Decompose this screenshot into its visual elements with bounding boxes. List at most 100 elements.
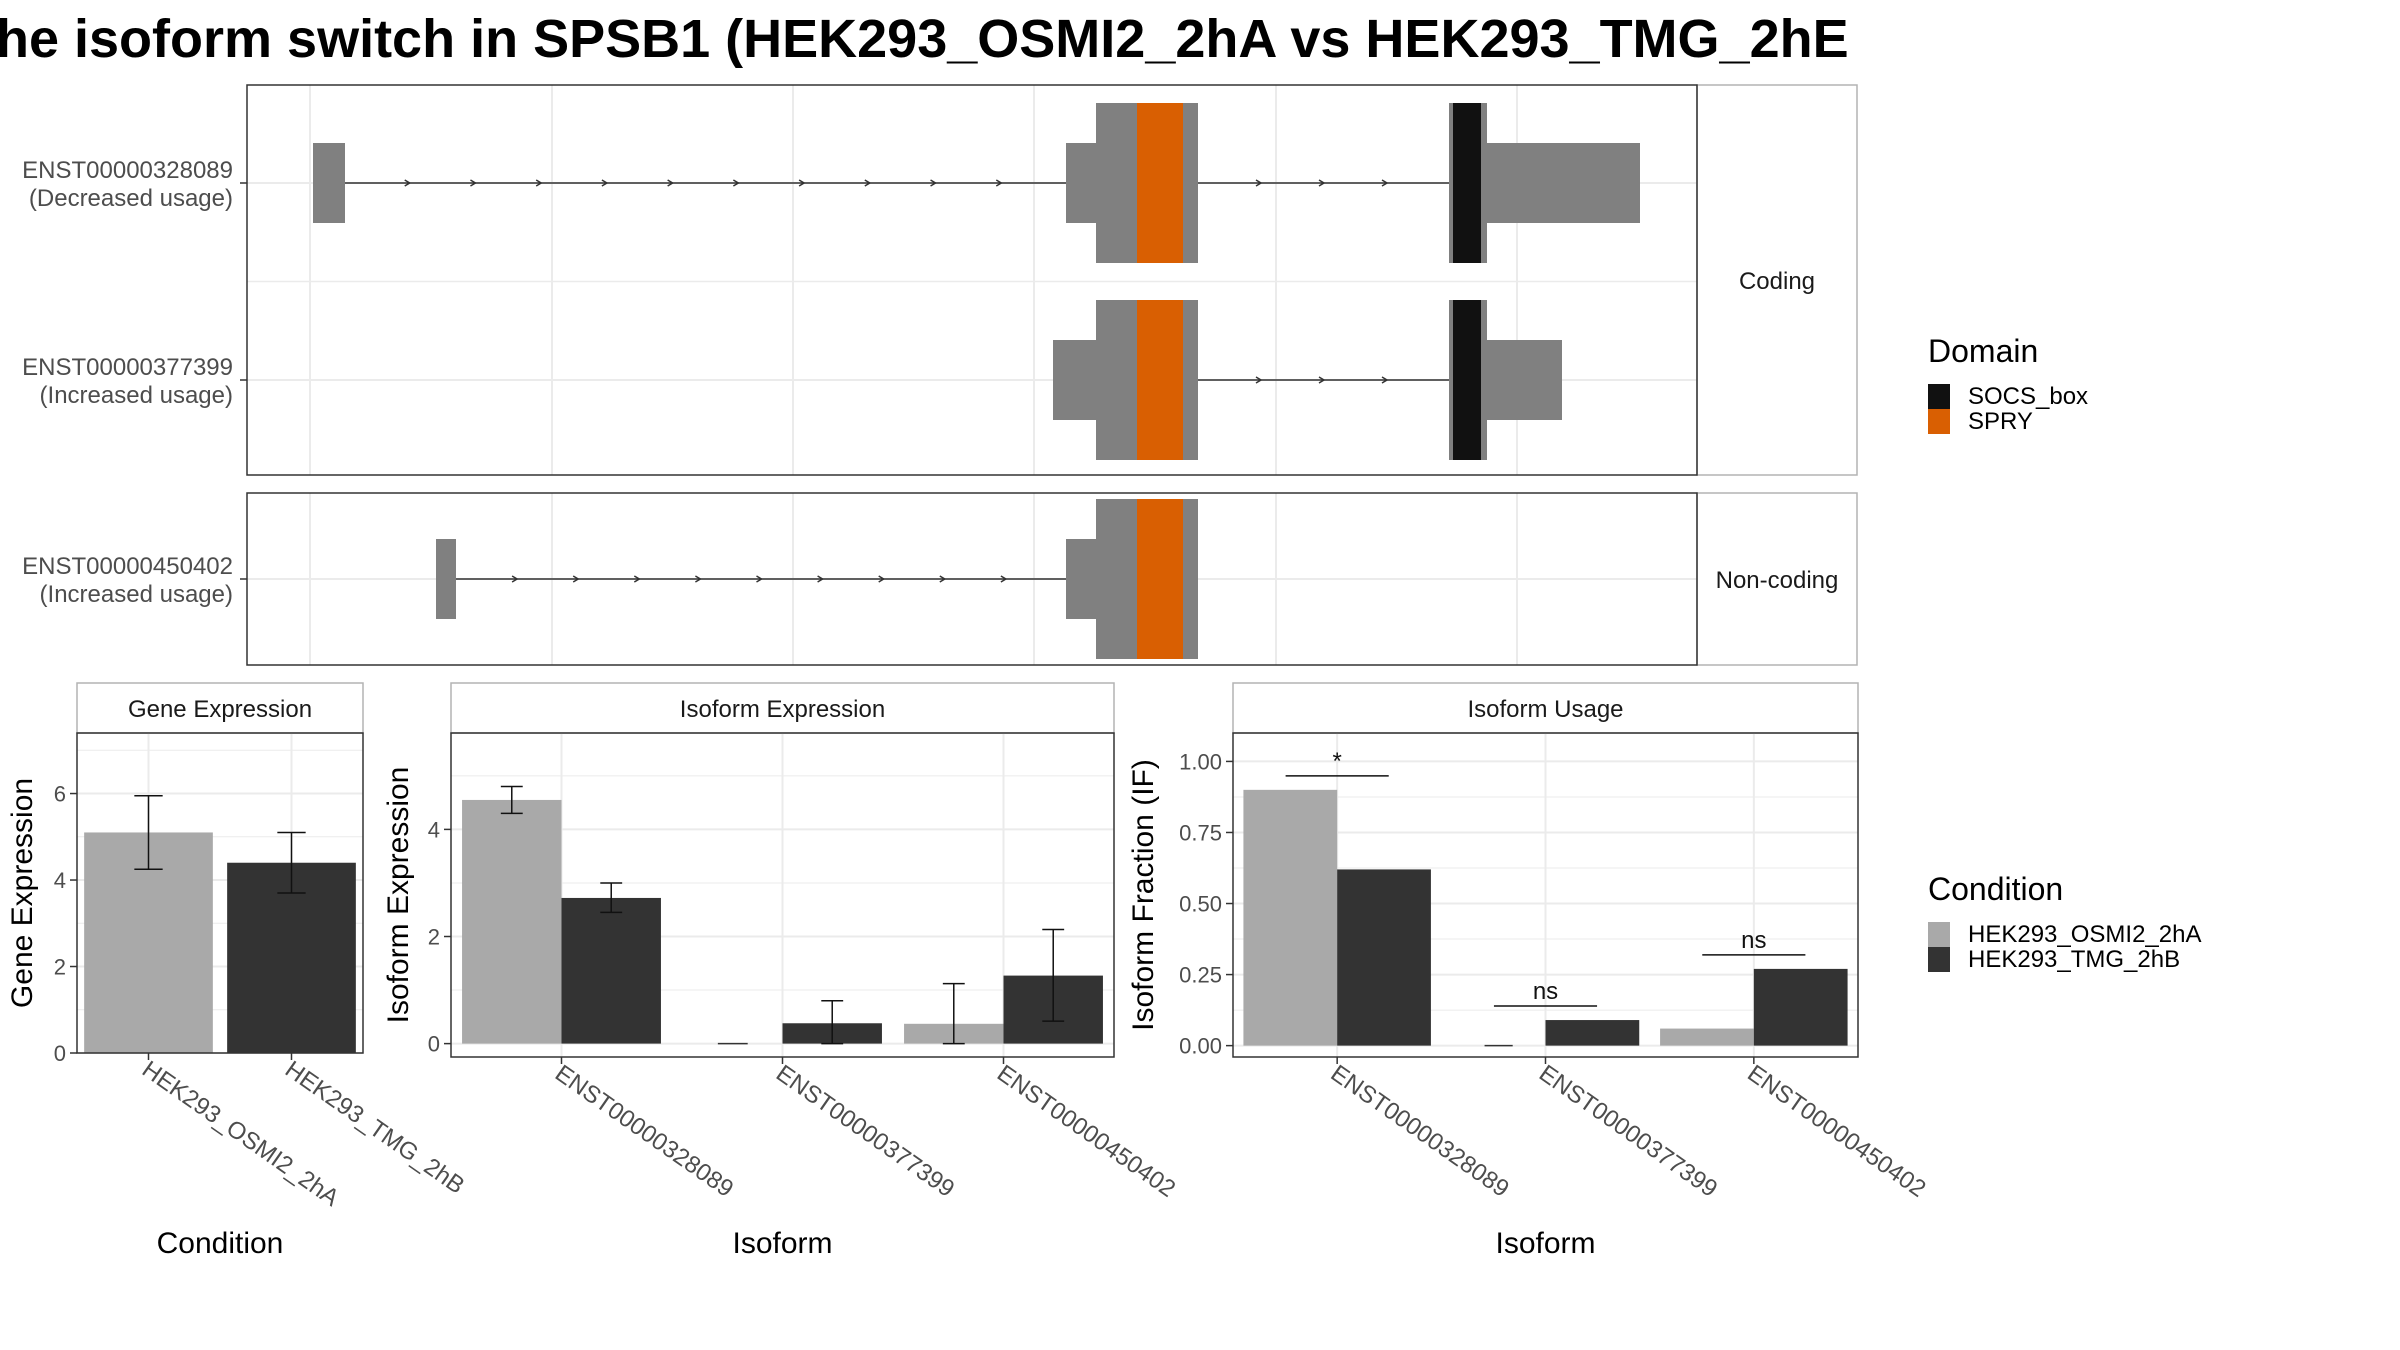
structure-panel-border	[246, 492, 1698, 666]
y-tick-label: 1.00	[1179, 749, 1222, 774]
intron-arrow	[1255, 376, 1263, 384]
legend-key	[1928, 947, 1950, 972]
chart-title: Isoform Expression	[680, 696, 885, 723]
y-axis-title: Isoform Fraction (IF)	[1127, 759, 1160, 1031]
intron-arrow	[667, 179, 675, 187]
chart-title: Gene Expression	[128, 696, 312, 723]
y-axis-title: Gene Expression	[6, 778, 39, 1008]
legend-label: HEK293_TMG_2hB	[1968, 946, 2180, 973]
structure-panel-border	[246, 84, 1698, 476]
legend-title: Domain	[1928, 333, 2038, 369]
facet-strip	[1232, 682, 1859, 734]
transcript-usage-label: (Increased usage)	[40, 382, 233, 409]
legend-label: HEK293_OSMI2_2hA	[1968, 921, 2201, 948]
spry-domain	[1137, 103, 1183, 263]
transcript-id-label: ENST00000328089	[22, 157, 233, 184]
intron-arrow	[995, 179, 1003, 187]
bar	[462, 799, 562, 1044]
y-tick-label: 2	[428, 925, 440, 950]
intron-arrow	[756, 575, 763, 583]
spry-domain	[1137, 300, 1183, 460]
bar	[1337, 869, 1431, 1046]
socs-box-domain	[1453, 300, 1481, 460]
spry-domain	[1137, 499, 1183, 659]
legend-label: SPRY	[1968, 408, 2033, 435]
bar	[1660, 1028, 1754, 1046]
intron-arrow	[470, 179, 477, 187]
y-tick-label: 0.25	[1179, 963, 1222, 988]
exon	[1487, 340, 1562, 420]
x-axis-title: Condition	[157, 1227, 284, 1260]
intron-arrow	[572, 575, 580, 583]
legend-key	[1928, 922, 1950, 947]
intron-arrow	[930, 179, 938, 187]
exon	[1487, 143, 1640, 223]
panel-border	[76, 732, 364, 1054]
facet-strip-label: Non-coding	[1716, 567, 1839, 594]
intron-arrow	[633, 575, 641, 583]
legend-key	[1928, 409, 1950, 434]
intron-arrow	[732, 179, 740, 187]
y-tick-label: 6	[54, 782, 66, 807]
legend-title: Condition	[1928, 871, 2063, 907]
intron-arrow	[695, 575, 702, 583]
intron-arrow	[1318, 179, 1326, 187]
intron-arrow	[1000, 575, 1008, 583]
facet-strip	[450, 682, 1115, 734]
transcript-structure-plot: Coding Non-coding ENST00000328089(Decrease…	[22, 84, 1858, 666]
transcript-usage-label: (Decreased usage)	[29, 185, 233, 212]
x-tick-label: ENST00000377399	[771, 1060, 959, 1203]
intron-arrow	[1381, 179, 1389, 187]
facet-strip-label: Coding	[1739, 268, 1815, 295]
exon	[1066, 539, 1096, 619]
bar	[1545, 1020, 1640, 1046]
y-tick-label: 0.00	[1179, 1034, 1222, 1059]
x-axis-title: Isoform	[1495, 1227, 1595, 1260]
bar	[1753, 968, 1848, 1046]
exon	[313, 143, 345, 223]
legend-label: SOCS_box	[1968, 383, 2088, 410]
intron-arrow	[1318, 376, 1326, 384]
intron-arrow	[939, 575, 947, 583]
significance-label: *	[1332, 748, 1341, 775]
x-tick-label: ENST00000450402	[1742, 1060, 1930, 1203]
x-tick-label: ENST00000377399	[1534, 1060, 1722, 1203]
transcript-id-label: ENST00000377399	[22, 354, 233, 381]
intron-arrow	[878, 575, 886, 583]
transcript-usage-label: (Increased usage)	[40, 581, 233, 608]
intron-arrow	[535, 179, 543, 187]
intron-arrow	[864, 179, 872, 187]
bar	[227, 862, 356, 1053]
y-tick-label: 2	[54, 955, 66, 980]
facet-strip	[1696, 84, 1858, 476]
bar	[561, 897, 661, 1044]
x-axis-title: Isoform	[732, 1227, 832, 1260]
bar	[1243, 789, 1338, 1046]
significance-label: ns	[1533, 978, 1558, 1005]
legend-key	[1928, 384, 1950, 409]
chart-title: Isoform Usage	[1467, 696, 1623, 723]
y-tick-label: 0.75	[1179, 820, 1222, 845]
y-axis-title: Isoform Expression	[382, 767, 415, 1024]
y-tick-label: 0.50	[1179, 892, 1222, 917]
y-tick-label: 4	[428, 817, 440, 842]
intron-arrow	[817, 575, 825, 583]
x-tick-label: ENST00000328089	[550, 1060, 738, 1203]
x-tick-label: ENST00000450402	[992, 1060, 1180, 1203]
intron-arrow	[511, 575, 519, 583]
exon	[1066, 143, 1096, 223]
intron-arrow	[1381, 376, 1389, 384]
exon	[1053, 340, 1097, 420]
intron-arrow	[1255, 179, 1263, 187]
x-tick-label: ENST00000328089	[1326, 1060, 1514, 1203]
isoform-usage-chart: Isoform Usage * ns ns 0.00 0.25 0.50 0.75 1.00 EN…	[1127, 682, 1931, 1260]
exon	[436, 539, 456, 619]
y-tick-label: 0	[428, 1032, 440, 1057]
transcript-id-label: ENST00000450402	[22, 553, 233, 580]
figure-title: he isoform switch in SPSB1 (HEK293_OSMI2…	[0, 9, 1849, 69]
facet-strip	[1696, 492, 1858, 666]
